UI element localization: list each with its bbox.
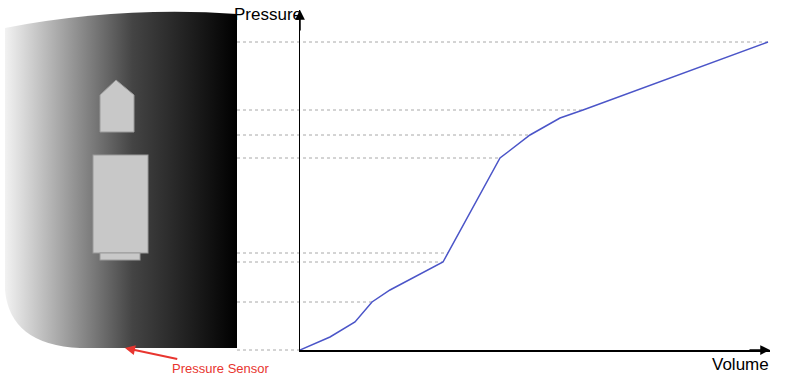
svg-text:Pressure: Pressure	[234, 5, 302, 24]
svg-text:Pressure Sensor: Pressure Sensor	[172, 361, 269, 376]
svg-text:Volume: Volume	[712, 355, 769, 374]
